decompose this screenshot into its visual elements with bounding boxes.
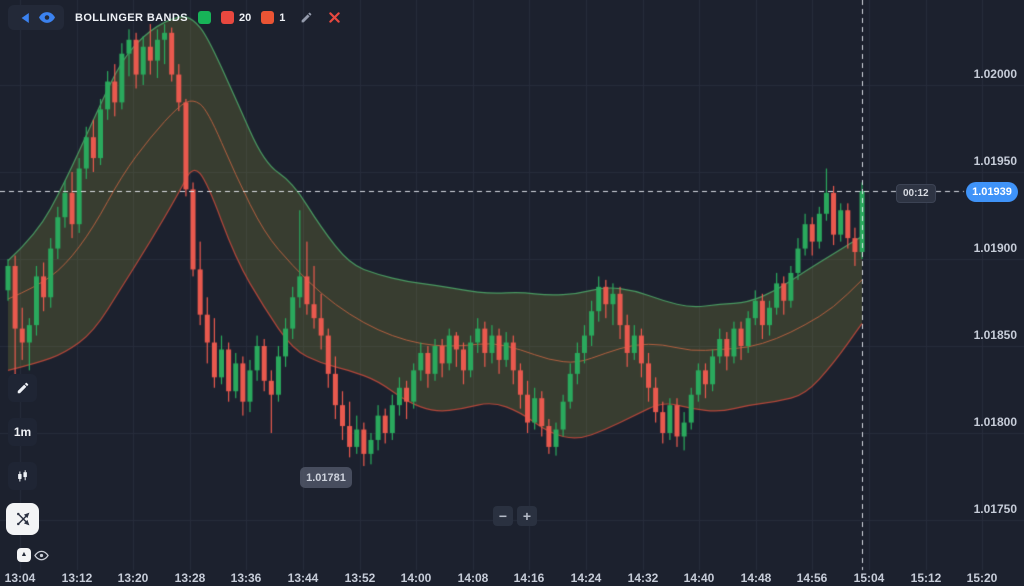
- candle-countdown-badge: 00:12: [896, 184, 936, 203]
- indicator-color-swatch-period[interactable]: [220, 11, 234, 24]
- current-price-label: 1.01939: [966, 182, 1018, 202]
- snapshot-toggle-button[interactable]: ▲: [17, 548, 31, 562]
- candlestick-icon: [18, 469, 27, 481]
- timeframe-button[interactable]: 1m: [8, 418, 37, 446]
- indicator-deviation-value: 1: [279, 11, 286, 24]
- eye-icon: [39, 12, 55, 23]
- eye-outline-icon: [34, 550, 49, 561]
- drawings-button[interactable]: [8, 374, 37, 402]
- collapse-indicator-button[interactable]: [16, 5, 34, 30]
- crossed-arrows-icon: [16, 512, 29, 526]
- pencil-icon: [17, 382, 28, 394]
- visibility-toggle-button[interactable]: [34, 549, 49, 562]
- indicator-legend: BOLLINGER BANDS 20 1: [8, 5, 343, 30]
- zoom-in-button[interactable]: +: [517, 506, 537, 526]
- zoom-out-button[interactable]: −: [493, 506, 513, 526]
- triangle-up-icon: ▲: [20, 551, 28, 558]
- drawing-tool-active-button[interactable]: [6, 503, 39, 535]
- indicator-nav: [8, 5, 64, 30]
- indicator-color-swatch-deviation[interactable]: [261, 11, 275, 24]
- close-icon: [329, 12, 340, 23]
- pencil-icon: [301, 12, 312, 23]
- remove-indicator-button[interactable]: [325, 5, 343, 30]
- chart-type-button[interactable]: [8, 462, 37, 490]
- indicator-period-value: 20: [238, 11, 252, 24]
- edit-indicator-button[interactable]: [297, 5, 315, 30]
- low-price-tooltip: 1.01781: [300, 467, 352, 488]
- indicator-color-swatch-basis[interactable]: [197, 11, 211, 24]
- indicator-title: BOLLINGER BANDS: [75, 11, 188, 24]
- triangle-left-icon: [21, 12, 29, 23]
- toggle-indicator-visibility-button[interactable]: [38, 5, 56, 30]
